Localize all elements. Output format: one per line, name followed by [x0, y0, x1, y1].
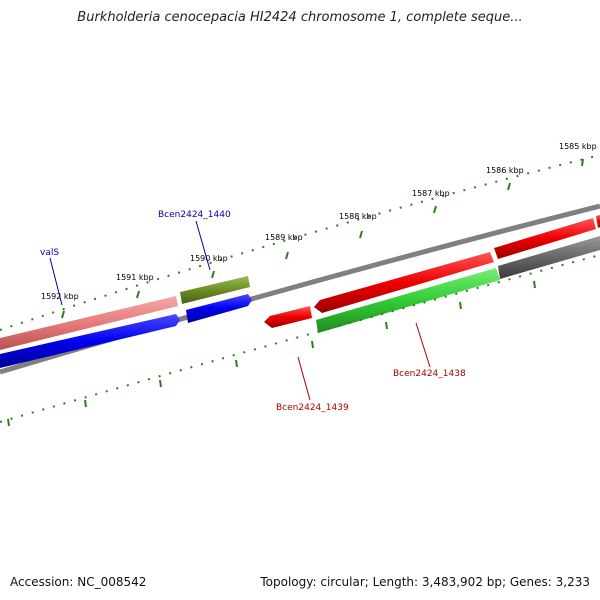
kbp-label-1591: 1591 kbp [116, 273, 154, 282]
map-title: Burkholderia cenocepacia HI2424 chromoso… [77, 10, 523, 25]
kbp-label-1590: 1590 kbp [190, 254, 228, 263]
kbp-label-1585: 1585 kbp [559, 142, 597, 151]
feature-green-1438[interactable] [316, 268, 500, 333]
feature-olive[interactable] [180, 276, 250, 304]
gene-label-bcen2424-1439[interactable]: Bcen2424_1439 [276, 403, 349, 413]
backbone-line [0, 203, 600, 375]
feature-red-1437[interactable] [494, 218, 596, 259]
kbp-label-1589: 1589 kbp [265, 233, 303, 242]
outer-ruler [0, 154, 600, 331]
kbp-label-1586: 1586 kbp [486, 166, 524, 175]
kbp-label-1588: 1588 kbp [339, 212, 377, 221]
kbp-label-1587: 1587 kbp [412, 189, 450, 198]
leader-1439 [297, 356, 311, 401]
feature-blue-1440[interactable] [186, 294, 252, 323]
gene-label-vals[interactable]: valS [40, 248, 59, 258]
feature-gray[interactable] [498, 236, 600, 279]
inner-ruler-major-ticks [7, 280, 536, 427]
gene-label-bcen2424-1440[interactable]: Bcen2424_1440 [158, 210, 231, 220]
leader-1438 [415, 322, 431, 368]
leader-1440 [195, 220, 211, 271]
outer-ruler-major-ticks [61, 158, 584, 319]
accession-text: Accession: NC_008542 [10, 575, 147, 589]
gene-label-bcen2424-1438[interactable]: Bcen2424_1438 [393, 369, 466, 379]
topology-summary: Topology: circular; Length: 3,483,902 bp… [260, 575, 590, 589]
feature-pink[interactable] [0, 296, 178, 350]
leader-vals [49, 257, 63, 306]
feature-red-1438[interactable] [314, 252, 494, 313]
feature-blue-vals[interactable] [0, 314, 180, 368]
feature-red-edge[interactable] [596, 215, 600, 228]
feature-red-1439[interactable] [264, 306, 312, 328]
